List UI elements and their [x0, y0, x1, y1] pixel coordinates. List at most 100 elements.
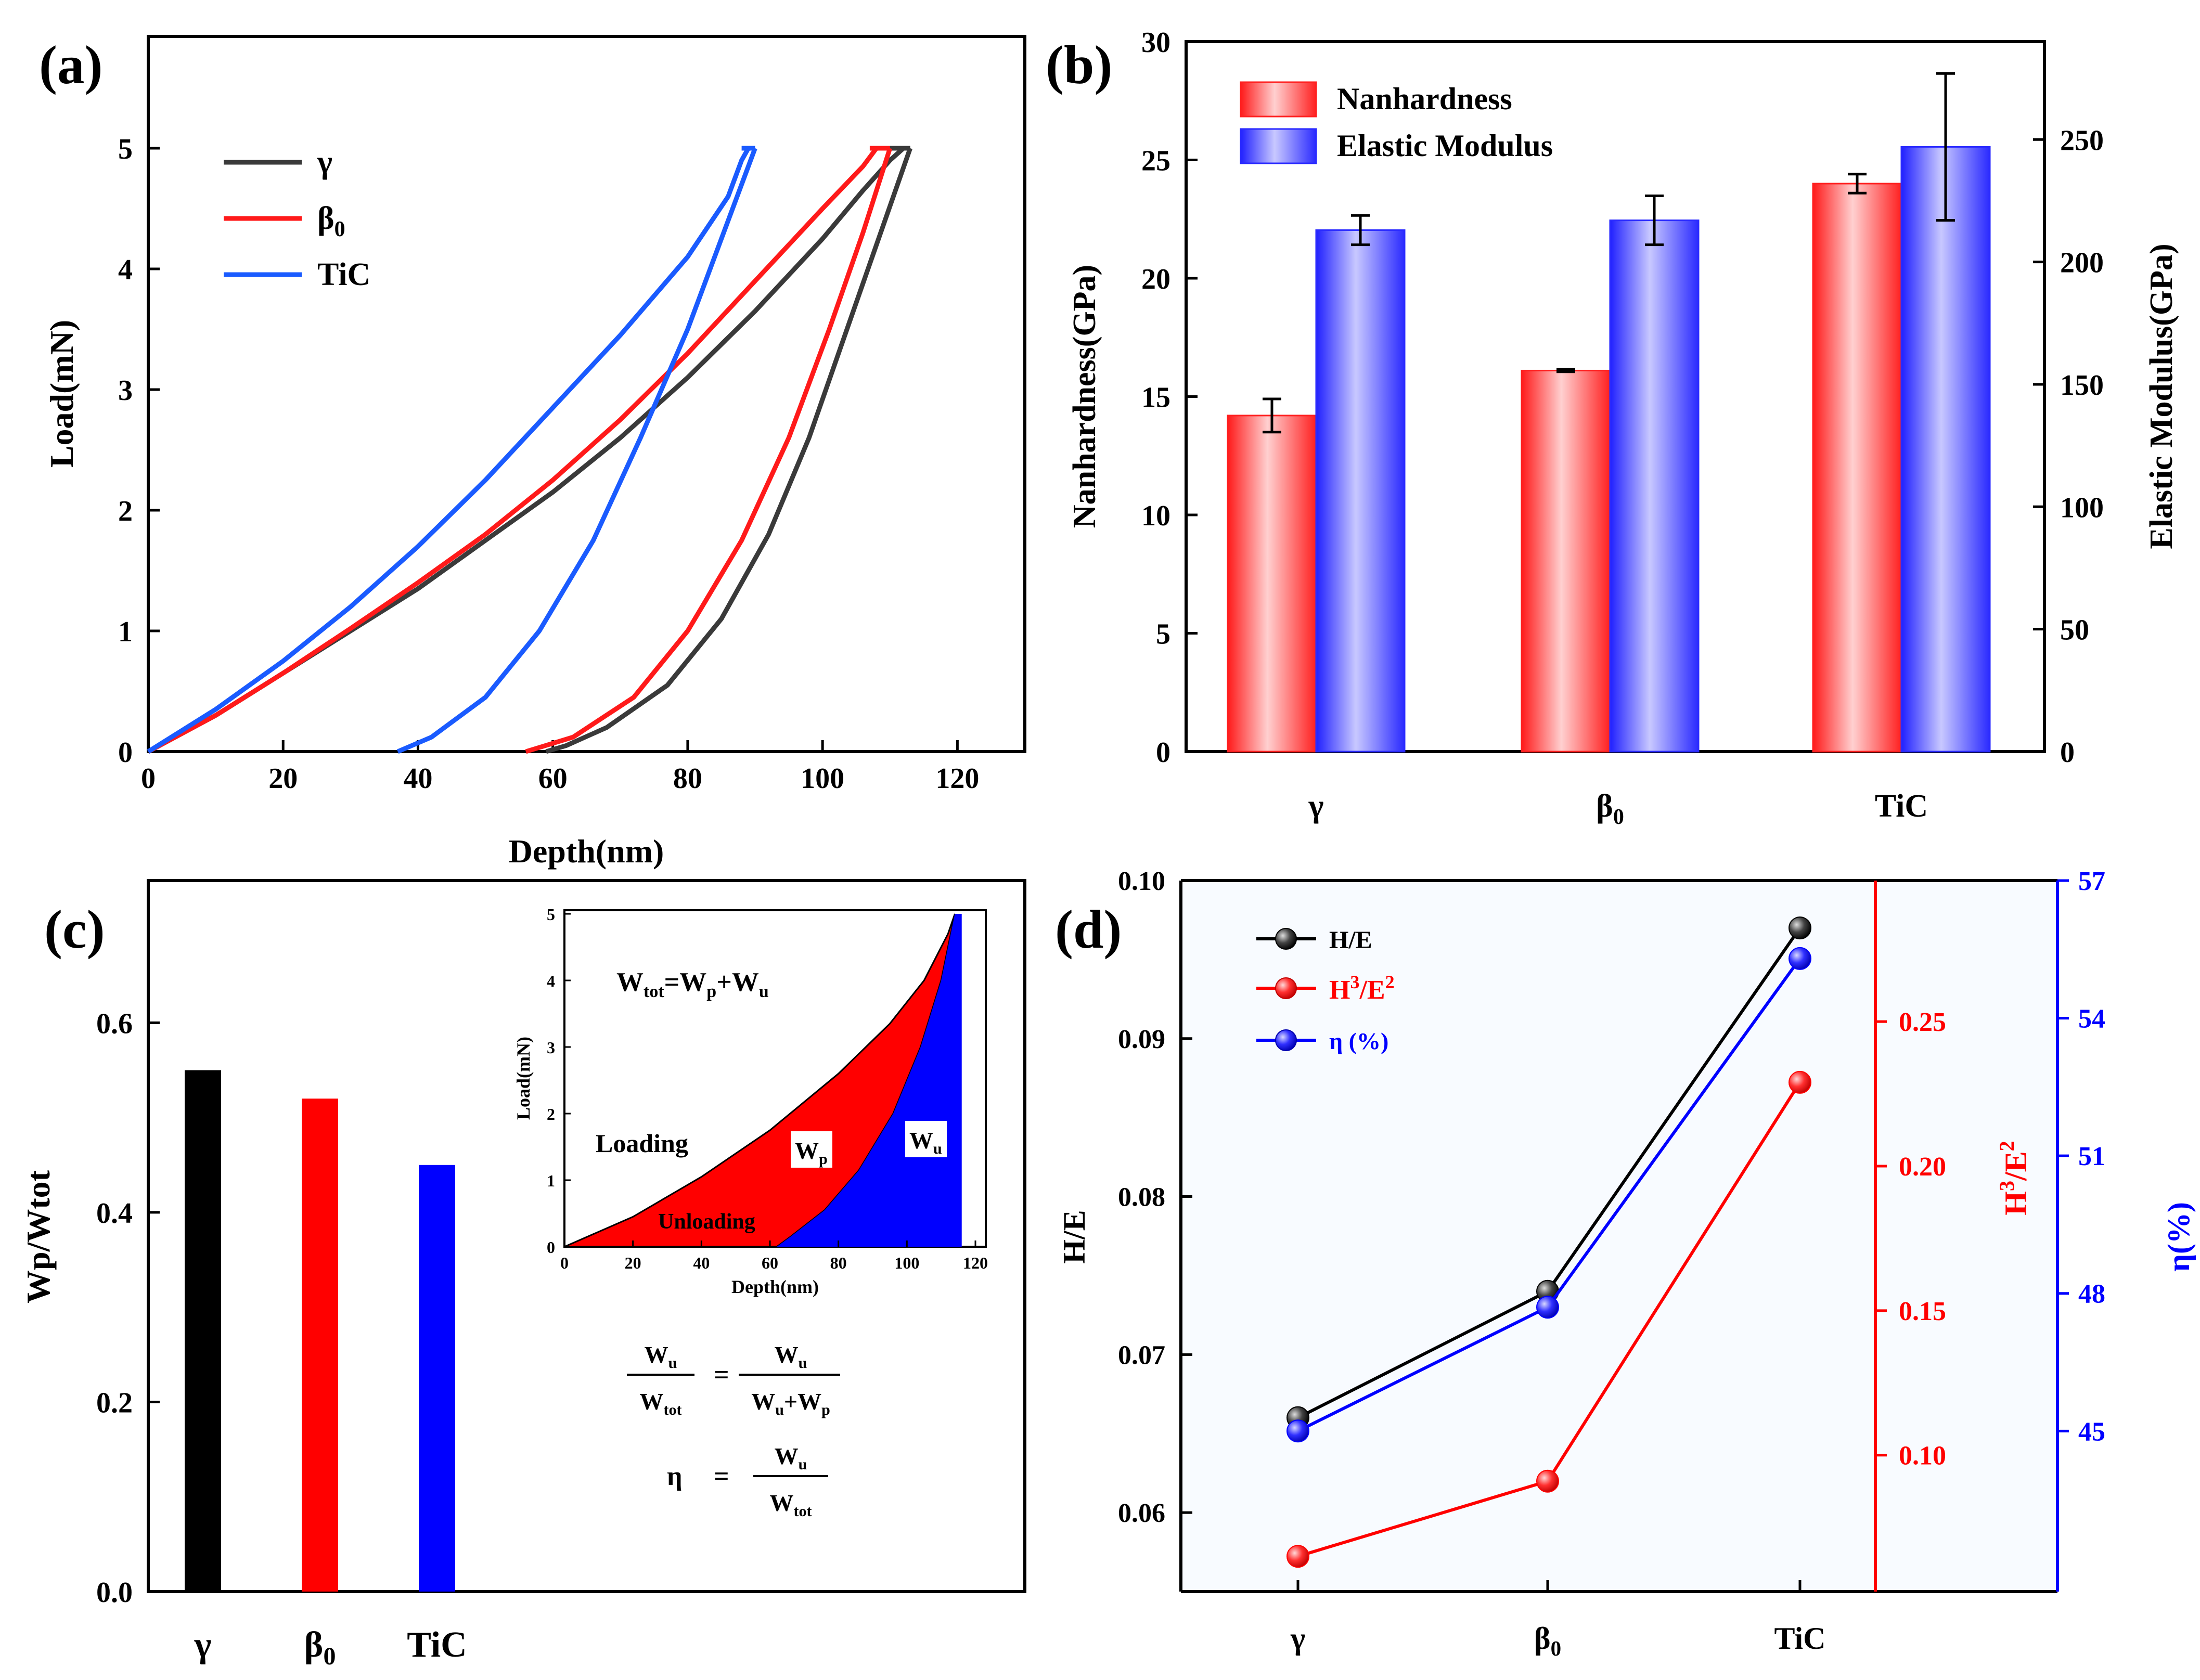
y3-tick-label: 54 — [2078, 1004, 2105, 1034]
legend-label-gamma: γ — [317, 145, 332, 180]
panel-c-bars — [185, 1070, 455, 1592]
legend-swatch-elastic-modulus — [1240, 128, 1317, 164]
panel-b-legend: Nanhardness Elastic Modulus — [1240, 81, 1553, 164]
bar-wp-wtot — [419, 1165, 455, 1592]
loading-curve-gamma — [147, 146, 905, 754]
marker-h3-e2 — [1536, 1469, 1559, 1493]
panel-d-ylabel: H/E — [1057, 1210, 1091, 1263]
formula2-num: Wu — [775, 1443, 807, 1473]
x-tick-label: TiC — [1875, 789, 1928, 824]
x-tick-label: γ — [194, 1625, 212, 1665]
panel-d-lines — [1286, 916, 1811, 1568]
inset-y-tick-label: 0 — [547, 1238, 555, 1257]
marker-eta — [1789, 947, 1811, 970]
legend-marker-h3-e2 — [1275, 977, 1297, 999]
panel-d-y2label: H3/E2 — [1995, 1141, 2033, 1215]
x-tick-label: 40 — [403, 763, 432, 795]
inset-y-tick-label: 3 — [547, 1038, 555, 1057]
x-tick-label: 120 — [935, 763, 979, 795]
bar-wp-wtot — [302, 1099, 338, 1592]
x-tick-label: TiC — [407, 1625, 467, 1665]
legend-label-elastic-modulus: Elastic Modulus — [1337, 128, 1553, 163]
inset-y-tick-label: 5 — [547, 905, 555, 924]
inset-y-tick-label: 4 — [547, 972, 555, 990]
inset-wp-box — [791, 1131, 832, 1168]
panel-c-inset: 0 20 40 60 80 100 120 0 1 2 3 4 5 Depth(nm) Load(mN)… — [513, 905, 988, 1297]
bar-nanhardness — [1812, 183, 1902, 753]
panel-c-plot-frame — [147, 879, 1026, 1593]
legend-swatch-nanhardness — [1240, 81, 1317, 118]
x-tick-label: 20 — [268, 763, 298, 795]
y-tick-label: 0.2 — [96, 1387, 133, 1419]
y2-tick-label: 100 — [2060, 492, 2104, 524]
y-tick-label: 0.07 — [1118, 1340, 1165, 1370]
inset-x-tick-label: 40 — [693, 1253, 710, 1272]
panel-a-ylabel: Load(mN) — [43, 320, 80, 468]
formula1-rhs-den: Wu+Wp — [751, 1388, 830, 1418]
panel-a: (a) 0 20 40 60 80 100 120 0 1 2 3 4 5 Depth(nm) Load… — [39, 34, 1026, 870]
panel-d-label: (d) — [1055, 899, 1122, 960]
y2-tick-label: 250 — [2060, 124, 2104, 157]
inset-x-tick-label: 80 — [830, 1253, 847, 1272]
y2-tick-label: 200 — [2060, 247, 2104, 279]
panel-a-curves — [147, 146, 912, 754]
y3-tick-label: 57 — [2078, 867, 2105, 896]
marker-h3-e2 — [1789, 1070, 1811, 1094]
inset-equation: Wtot=Wp+Wu — [616, 967, 769, 1001]
panel-a-legend: γ β0 TiC — [224, 145, 370, 292]
x-tick-label: 80 — [673, 763, 702, 795]
y-tick-label: 0 — [118, 736, 133, 769]
inset-wu-label: Wu — [909, 1127, 942, 1157]
unloading-curve-gamma — [545, 147, 912, 754]
y2-tick-label: 150 — [2060, 369, 2104, 402]
y-tick-label: 0.10 — [1118, 867, 1165, 896]
marker-h-e — [1789, 916, 1811, 940]
panel-c-ticks: 0.0 0.2 0.4 0.6 γ β0 TiC — [96, 1007, 467, 1670]
panel-d-plot-bg — [1181, 881, 2057, 1592]
y-tick-label: 15 — [1141, 382, 1170, 414]
panel-a-plot-frame — [147, 35, 1026, 753]
bar-elastic-modulus — [1315, 229, 1406, 753]
formula2-den: Wtot — [770, 1490, 812, 1520]
inset-y-tick-label: 2 — [547, 1105, 555, 1123]
x-tick-label: 0 — [141, 763, 156, 795]
panel-d-y3label: η(%) — [2162, 1202, 2196, 1272]
marker-h3-e2 — [1286, 1545, 1309, 1568]
panel-a-ticks: 0 20 40 60 80 100 120 0 1 2 3 4 5 — [118, 133, 979, 795]
x-tick-label: β0 — [1596, 789, 1624, 829]
x-tick-label: β0 — [304, 1625, 336, 1670]
formula2-equals: = — [714, 1462, 729, 1491]
formula1-equals: = — [714, 1360, 729, 1390]
x-tick-label: 60 — [538, 763, 568, 795]
y-tick-label: 0.0 — [96, 1576, 133, 1609]
inset-x-tick-label: 120 — [963, 1253, 988, 1272]
panel-b: (b) 0 5 10 15 20 25 30 0 50 100 150 200 250 γ β0 TiC Na… — [1046, 27, 2179, 829]
panel-d-legend: H/E H3/E2 η (%) — [1256, 926, 1395, 1054]
formula1-lhs-num: Wu — [645, 1341, 677, 1372]
y2-tick-label: 0.10 — [1899, 1441, 1946, 1471]
panel-a-label: (a) — [39, 34, 102, 95]
x-tick-label: β0 — [1534, 1621, 1561, 1660]
y-tick-label: 1 — [118, 616, 133, 648]
y-tick-label: 3 — [118, 374, 133, 407]
formula1-lhs-den: Wtot — [640, 1388, 682, 1418]
unloading-curve-tic — [396, 147, 757, 754]
y-tick-label: 4 — [118, 254, 133, 286]
y-tick-label: 0 — [1156, 736, 1170, 769]
y-tick-label: 0.6 — [96, 1007, 133, 1040]
y-tick-label: 10 — [1141, 500, 1170, 532]
legend-label-tic: TiC — [317, 257, 370, 292]
y-tick-label: 0.08 — [1118, 1183, 1165, 1212]
unloading-curve-beta0 — [525, 147, 893, 754]
y-tick-label: 25 — [1141, 145, 1170, 177]
legend-marker-eta — [1275, 1029, 1297, 1051]
inset-area-wu — [777, 914, 962, 1247]
y-tick-label: 0.06 — [1118, 1498, 1165, 1528]
panel-b-y2label: Elastic Modulus(GPa) — [2144, 243, 2179, 549]
y-tick-label: 5 — [118, 133, 133, 165]
formula1-rhs-num: Wu — [775, 1341, 807, 1372]
legend-label-h-e: H/E — [1329, 926, 1372, 954]
bar-nanhardness — [1227, 415, 1317, 753]
y3-tick-label: 51 — [2078, 1142, 2105, 1171]
y-tick-label: 5 — [1156, 618, 1170, 651]
